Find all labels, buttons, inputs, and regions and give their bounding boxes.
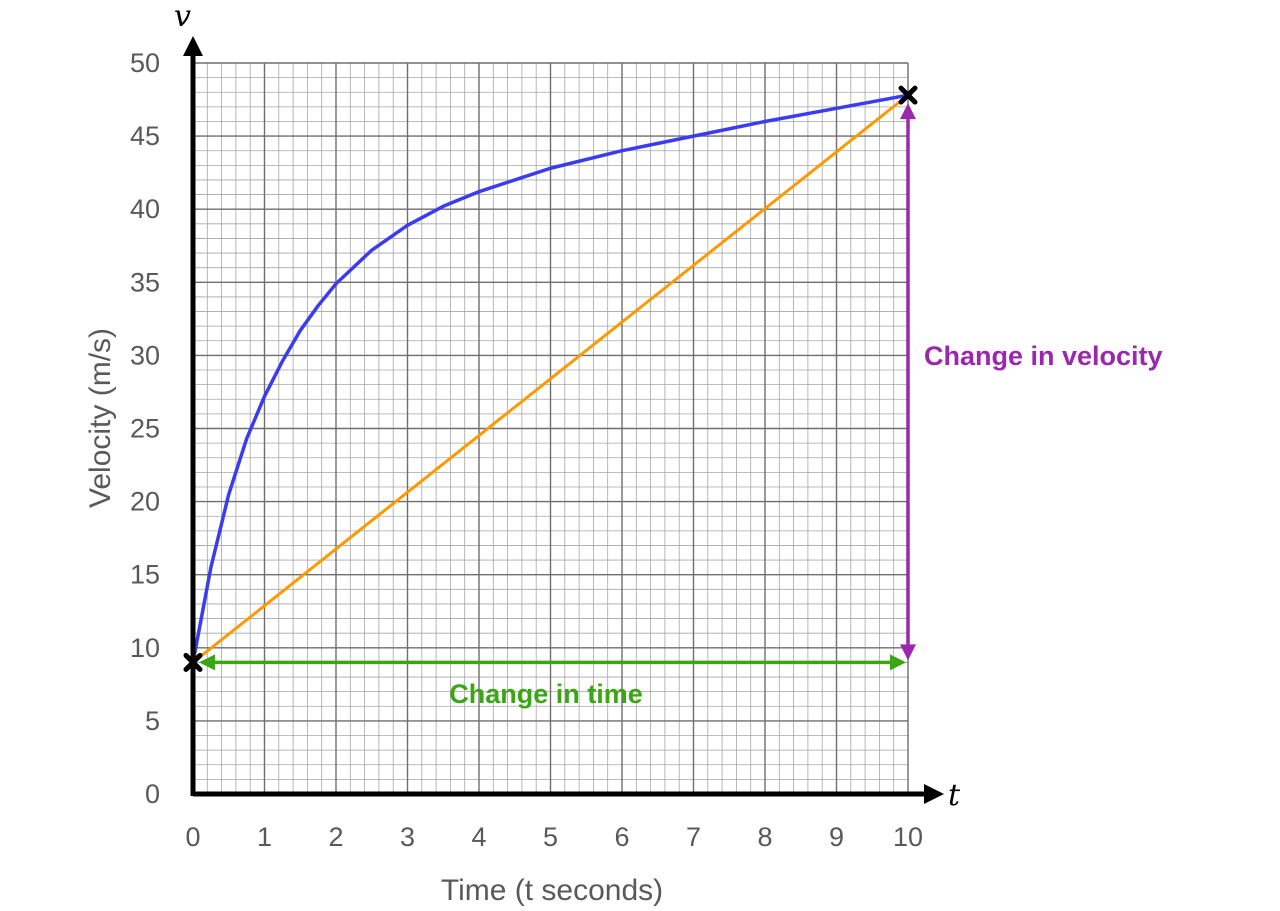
annotation-layer [183,85,918,672]
series-layer [191,93,910,665]
y-axis-symbol: v [174,0,191,34]
x-tick-label: 0 [185,822,200,852]
x-tick-label: 10 [893,822,923,852]
y-tick-label: 40 [130,194,160,224]
change-in-time-arrow [199,654,906,671]
y-tick-label: 15 [130,560,160,590]
axes-layer [183,36,944,804]
change-in-velocity-label: Change in velocity [924,341,1163,371]
x-tick-label: 8 [757,822,772,852]
x-tick-label: 2 [328,822,343,852]
y-axis-title: Velocity (m/s) [84,328,117,508]
change-in-time-label: Change in time [449,679,643,709]
velocity-curve [191,93,910,665]
y-tick-label: 45 [130,121,160,151]
x-tick-label: 9 [829,822,844,852]
x-tick-label: 6 [614,822,629,852]
y-tick-label: 5 [145,706,160,736]
y-tick-label: 35 [130,267,160,297]
x-axis-symbol: t [948,778,961,813]
x-tick-label: 4 [471,822,486,852]
x-axis-title: Time (t seconds) [441,874,663,907]
y-axis-arrowhead [183,36,203,56]
y-tick-label: 20 [130,487,160,517]
x-tick-label: 7 [686,822,701,852]
y-tick-label: 50 [130,48,160,78]
y-tick-label: 10 [130,633,160,663]
x-tick-label: 1 [257,822,272,852]
secant-line [191,93,910,664]
x-axis-arrowhead [924,784,944,804]
y-tick-label: 25 [130,414,160,444]
x-tick-label: 3 [400,822,415,852]
end-point-marker [898,85,918,105]
change-in-velocity-arrow [900,103,916,661]
y-tick-label: 0 [145,779,160,809]
x-tick-label: 5 [543,822,558,852]
y-tick-label: 30 [130,340,160,370]
